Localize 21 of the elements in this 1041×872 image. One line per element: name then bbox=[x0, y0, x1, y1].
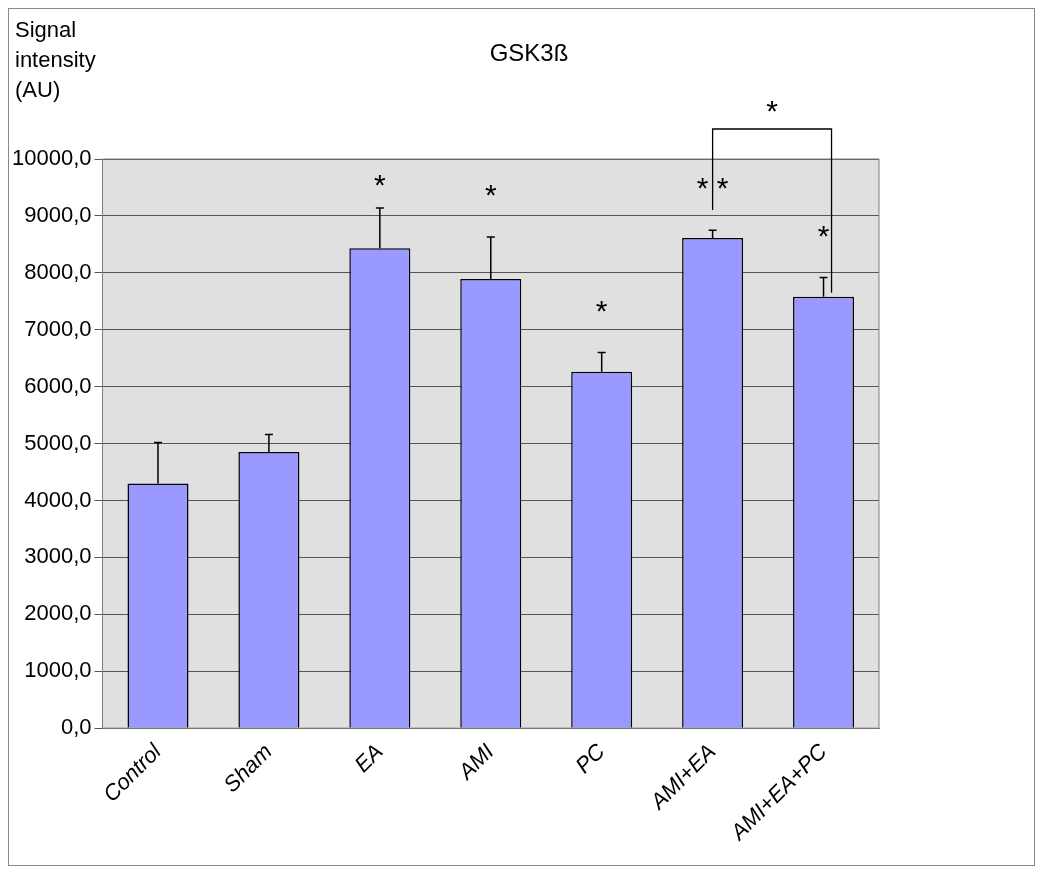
text: * bbox=[766, 94, 779, 128]
x-tick-label: EA bbox=[349, 738, 388, 778]
y-tick-label: 0,0 bbox=[60, 714, 92, 740]
y-axis-title: Signal intensity (AU) bbox=[15, 16, 97, 104]
y-tick-label: 2000,0 bbox=[24, 600, 92, 626]
y-tick-label: 6000,0 bbox=[24, 372, 92, 398]
x-tick-label: PC bbox=[570, 738, 610, 778]
y-tick-label: 7000,0 bbox=[24, 315, 92, 341]
y-tick-label: 3000,0 bbox=[24, 543, 92, 569]
y-tick-label: 1000,0 bbox=[24, 657, 92, 683]
annotation: * bbox=[817, 218, 830, 252]
y-tick-label: 9000,0 bbox=[24, 201, 92, 227]
annotation: * * bbox=[696, 171, 729, 205]
y-tick-label: 8000,0 bbox=[24, 258, 92, 284]
chart-title: GSK3ß bbox=[488, 39, 570, 67]
annotation: * bbox=[373, 168, 386, 202]
y-tick-label: 10000,0 bbox=[11, 145, 92, 171]
annotation: * bbox=[595, 293, 608, 327]
y-tick-label: 4000,0 bbox=[24, 486, 92, 512]
y-tick-label: 5000,0 bbox=[24, 429, 92, 455]
annotation: * bbox=[484, 178, 497, 212]
